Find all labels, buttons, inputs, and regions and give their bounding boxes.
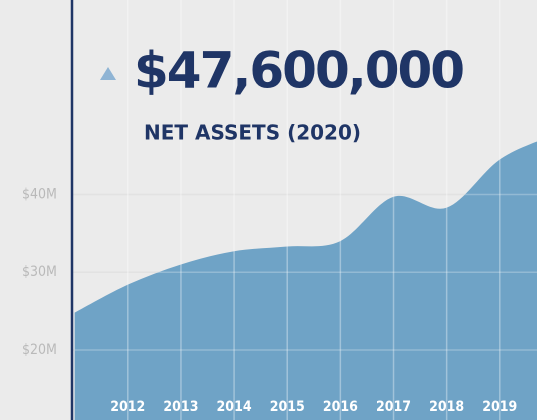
y-tick-label: $30M (22, 264, 57, 280)
y-tick-label: $40M (22, 186, 57, 202)
y-tick-label: $20M (22, 342, 57, 358)
x-tick-label: 2019 (482, 399, 517, 415)
up-triangle (100, 67, 116, 80)
x-tick-label: 2013 (163, 399, 198, 415)
subtitle: NET ASSETS (2020) (144, 121, 361, 145)
area (74, 141, 537, 420)
x-tick-label: 2015 (270, 399, 305, 415)
overlay: 2012 2013 2014 2015 2016 2017 2018 2019 (72, 0, 537, 420)
area-layer (74, 141, 537, 420)
headline: $47,600,000 (134, 42, 463, 100)
x-tick-label: 2012 (110, 399, 145, 415)
x-tick-label: 2017 (376, 399, 411, 415)
x-tick-label: 2016 (323, 399, 358, 415)
x-tick-label: 2018 (429, 399, 464, 415)
x-tick-label: 2014 (217, 399, 252, 415)
